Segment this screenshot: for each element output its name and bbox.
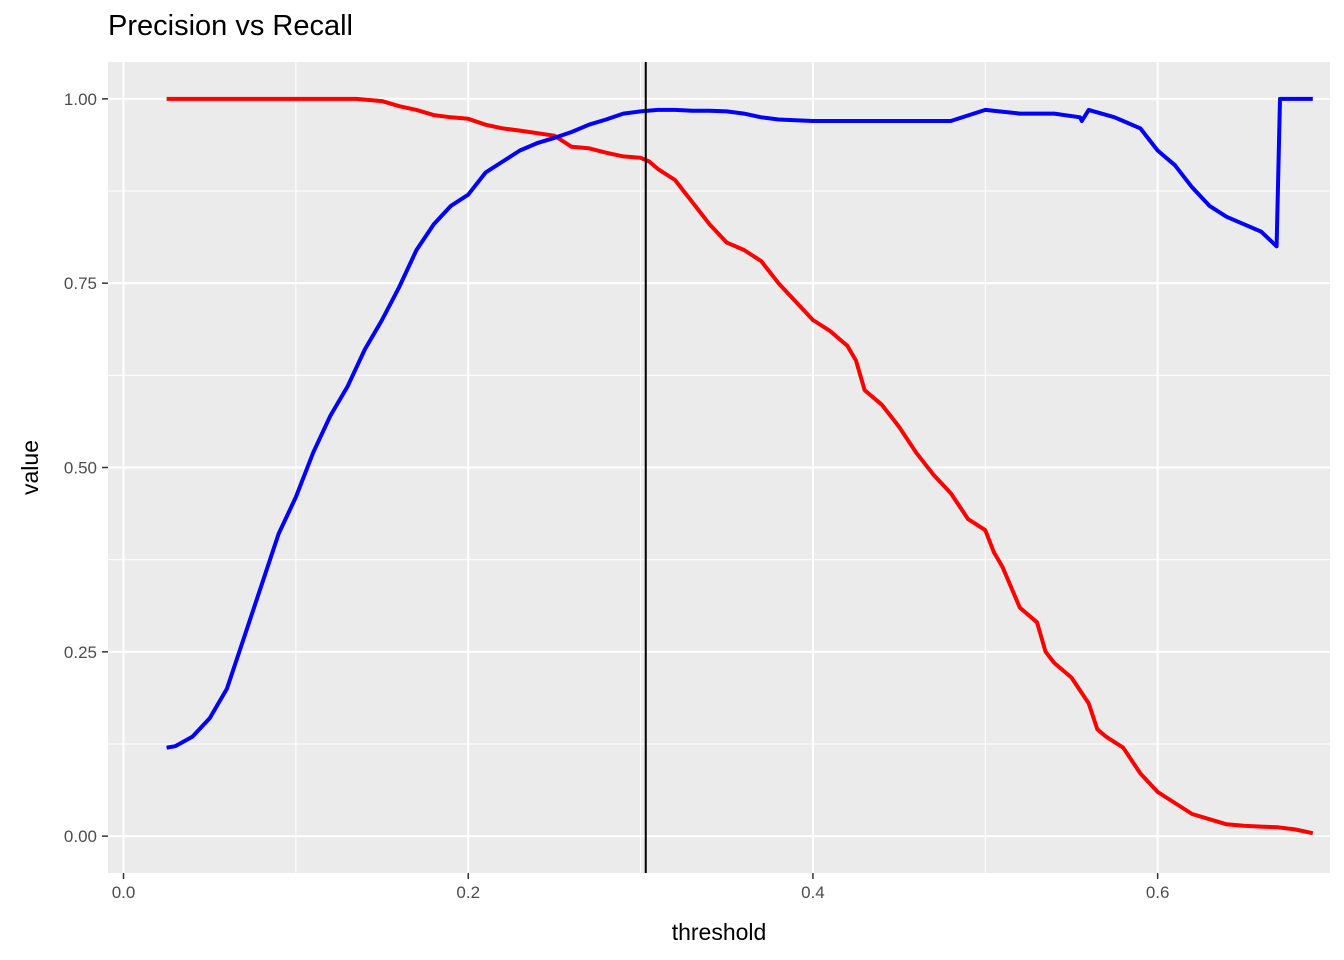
y-tick-label: 0.00 bbox=[64, 827, 97, 846]
x-tick-label: 0.6 bbox=[1146, 883, 1170, 902]
y-axis-title: value bbox=[17, 440, 43, 495]
series-line-2 bbox=[166, 96, 1313, 750]
y-tick-label: 0.50 bbox=[64, 459, 97, 478]
y-tick-label: 0.75 bbox=[64, 274, 97, 293]
y-tick-label: 0.25 bbox=[64, 643, 97, 662]
chart-title: Precision vs Recall bbox=[108, 10, 353, 42]
x-axis-title: threshold bbox=[672, 919, 767, 945]
x-tick-label: 0.0 bbox=[112, 883, 136, 902]
x-tick-label: 0.2 bbox=[456, 883, 480, 902]
x-tick-label: 0.4 bbox=[801, 883, 825, 902]
series-line-1 bbox=[166, 96, 1314, 836]
series-layer bbox=[166, 96, 1314, 836]
y-tick-label: 1.00 bbox=[64, 90, 97, 109]
axis-ticks: 0.0 0.2 0.4 0.6 0.00 0.25 0.50 0.75 1.00 bbox=[64, 90, 1170, 902]
